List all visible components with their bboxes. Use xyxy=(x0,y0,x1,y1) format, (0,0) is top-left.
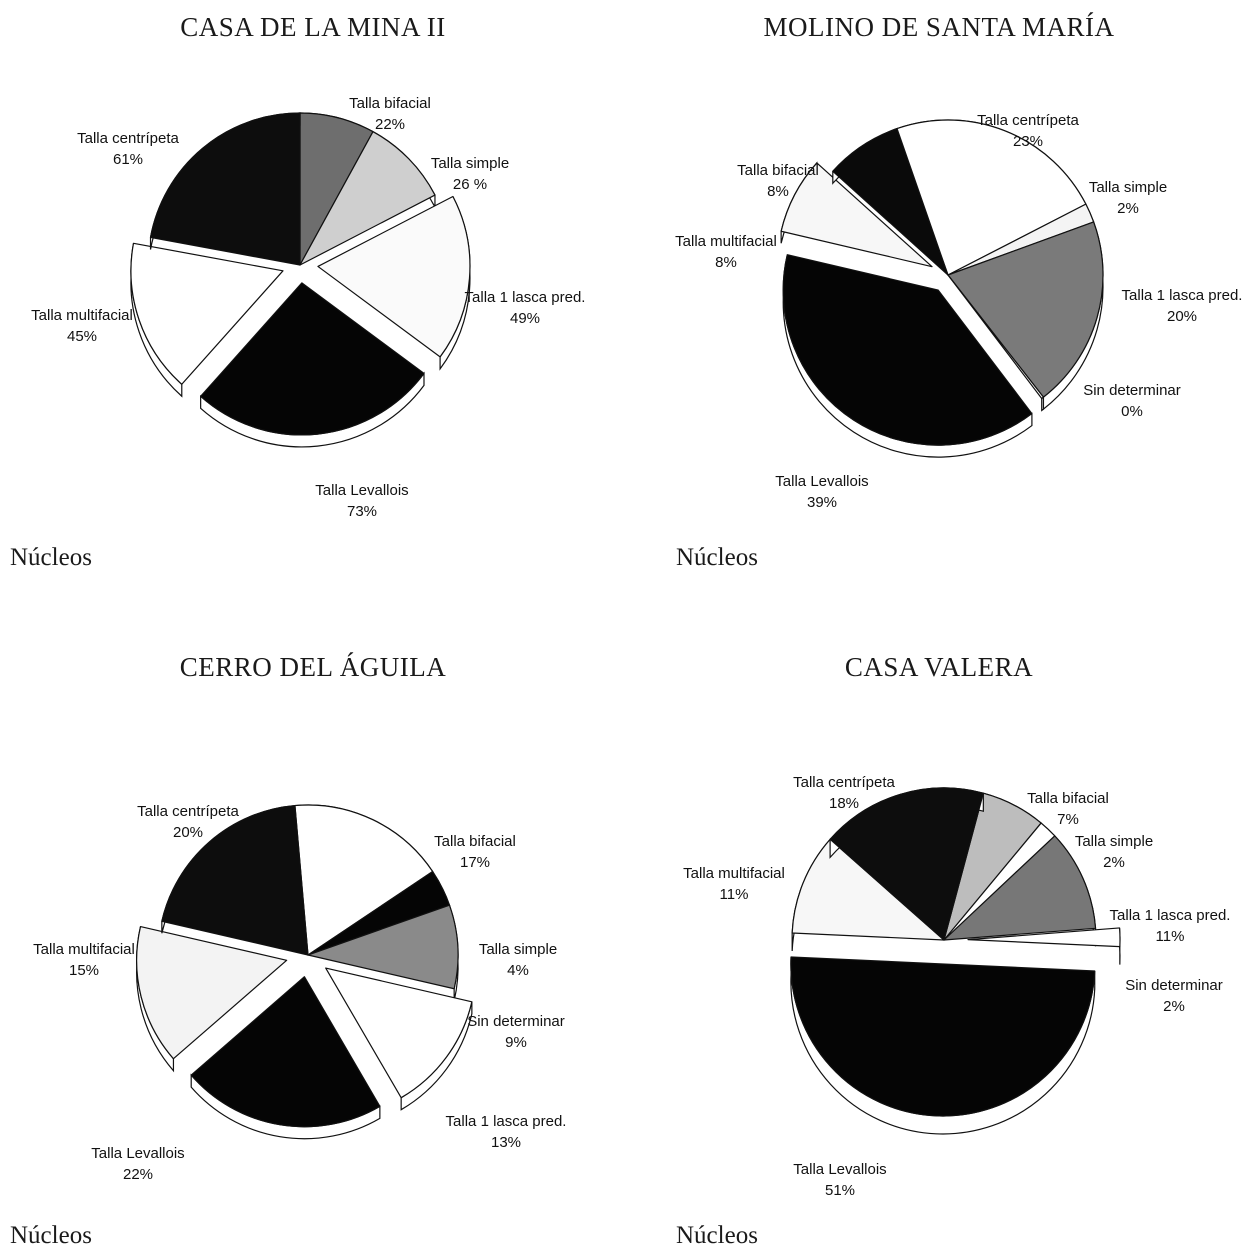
slice-talla-bifacial-value-label: 8% xyxy=(767,183,789,200)
slice-sin-determinar-value-label: 0% xyxy=(1121,403,1143,420)
slice-talla-1-lasca-pred-value-label: 11% xyxy=(1156,928,1185,945)
slice-talla-1-lasca-pred-label: Talla 1 lasca pred. xyxy=(1122,287,1243,304)
slice-talla-levallois xyxy=(791,957,1095,1116)
slice-talla-1-lasca-pred-value-label: 13% xyxy=(491,1134,521,1151)
chart-footer: Núcleos xyxy=(10,544,92,572)
slice-talla-simple-value-label: 2% xyxy=(1103,854,1125,871)
slice-talla-multifacial-label: Talla multifacial xyxy=(33,941,135,958)
slice-talla-bifacial-value-label: 7% xyxy=(1057,811,1079,828)
slice-talla-simple-value-label: 2% xyxy=(1117,200,1139,217)
slice-sin-determinar-label: Sin determinar xyxy=(1125,977,1223,994)
slice-talla-bifacial-value-label: 22% xyxy=(375,116,405,133)
slice-talla-1-lasca-pred-value-label: 20% xyxy=(1167,308,1197,325)
slice-talla-bifacial-label: Talla bifacial xyxy=(737,162,819,179)
slice-talla-centripeta-value-label: 61% xyxy=(113,151,143,168)
slice-talla-levallois-value-label: 73% xyxy=(347,503,377,520)
slice-sin-determinar-value-label: 9% xyxy=(505,1034,527,1051)
slice-talla-simple-value-label: 4% xyxy=(507,962,529,979)
slice-talla-bifacial-label: Talla bifacial xyxy=(349,95,431,112)
slice-talla-multifacial-label: Talla multifacial xyxy=(31,307,133,324)
slice-talla-levallois-value-label: 22% xyxy=(123,1166,153,1183)
slice-talla-multifacial-value-label: 8% xyxy=(715,254,737,271)
slice-talla-centripeta-label: Talla centrípeta xyxy=(977,112,1079,129)
slice-talla-1-lasca-pred-label: Talla 1 lasca pred. xyxy=(1110,907,1231,924)
slice-talla-multifacial-value-label: 45% xyxy=(67,328,97,345)
slice-sin-determinar-value-label: 2% xyxy=(1163,998,1185,1015)
slice-talla-levallois-label: Talla Levallois xyxy=(315,482,408,499)
slice-sin-determinar-label: Sin determinar xyxy=(1083,382,1181,399)
slice-talla-levallois-label: Talla Levallois xyxy=(91,1145,184,1162)
slice-talla-simple-value-label: 26 % xyxy=(453,176,487,193)
slice-talla-simple-label: Talla simple xyxy=(431,155,509,172)
slice-talla-simple-label: Talla simple xyxy=(1075,833,1153,850)
slice-talla-levallois-label: Talla Levallois xyxy=(793,1161,886,1178)
slice-sin-determinar-side xyxy=(1042,397,1044,410)
slice-talla-1-lasca-pred-label: Talla 1 lasca pred. xyxy=(465,289,586,306)
slice-talla-bifacial-value-label: 17% xyxy=(460,854,490,871)
slice-talla-centripeta-label: Talla centrípeta xyxy=(793,774,895,791)
pie-chart: Talla bifacial 22% Talla simple 26 % Talla 1… xyxy=(0,0,626,620)
slice-talla-multifacial-label: Talla multifacial xyxy=(683,865,785,882)
slice-talla-levallois-value-label: 51% xyxy=(825,1182,855,1199)
slice-talla-simple-label: Talla simple xyxy=(479,941,557,958)
slice-talla-multifacial-value-label: 15% xyxy=(69,962,99,979)
slice-talla-levallois-label: Talla Levallois xyxy=(775,473,868,490)
slice-talla-simple-label: Talla simple xyxy=(1089,179,1167,196)
chart-footer: Núcleos xyxy=(10,1222,92,1250)
slice-talla-centripeta-label: Talla centrípeta xyxy=(77,130,179,147)
slice-talla-centripeta-value-label: 18% xyxy=(829,795,859,812)
slice-talla-multifacial-label: Talla multifacial xyxy=(675,233,777,250)
pie-chart: Talla centrípeta 23% Talla simple 2% Talla 1… xyxy=(626,0,1252,620)
pie-chart: Talla bifacial 17% Talla simple 4% Sin deter… xyxy=(0,640,626,1260)
slice-talla-centripeta-value-label: 20% xyxy=(173,824,203,841)
slice-talla-bifacial-label: Talla bifacial xyxy=(1027,790,1109,807)
slice-talla-centripeta-label: Talla centrípeta xyxy=(137,803,239,820)
slice-talla-bifacial-label: Talla bifacial xyxy=(434,833,516,850)
chart-footer: Núcleos xyxy=(676,544,758,572)
slice-talla-multifacial-value-label: 11% xyxy=(720,886,749,903)
slice-sin-determinar-label: Sin determinar xyxy=(467,1013,565,1030)
slice-talla-levallois-value-label: 39% xyxy=(807,494,837,511)
slice-talla-centripeta-value-label: 23% xyxy=(1013,133,1043,150)
slice-talla-1-lasca-pred-label: Talla 1 lasca pred. xyxy=(446,1113,567,1130)
pie-chart: Talla bifacial 7% Talla simple 2% Talla 1 la… xyxy=(626,640,1252,1260)
chart-footer: Núcleos xyxy=(676,1222,758,1250)
slice-talla-1-lasca-pred-value-label: 49% xyxy=(510,310,540,327)
